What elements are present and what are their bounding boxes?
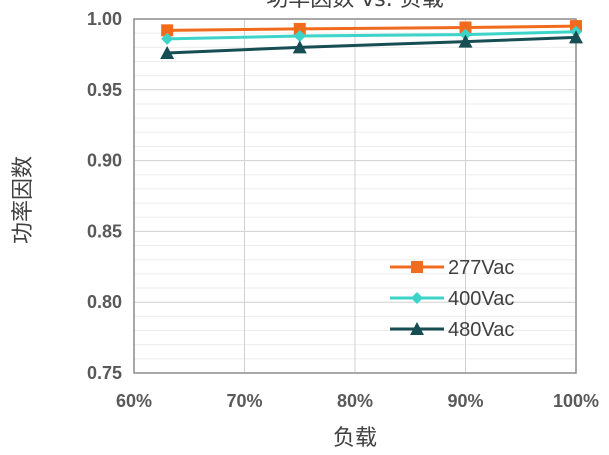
y-tick-label: 0.85: [87, 221, 122, 241]
y-axis-title: 功率因数: [11, 156, 36, 244]
chart-title: 功率因数 vs. 负载: [266, 0, 443, 12]
y-tick-label: 0.80: [87, 292, 122, 312]
x-tick-label: 90%: [447, 391, 483, 411]
x-tick-label: 70%: [226, 391, 262, 411]
legend-marker-277vac: [411, 261, 423, 273]
y-tick-label: 0.90: [87, 151, 122, 171]
y-tick-label: 0.75: [87, 363, 122, 383]
x-tick-label: 100%: [553, 391, 599, 411]
x-axis-title: 负载: [333, 426, 377, 451]
y-tick-label: 1.00: [87, 9, 122, 29]
legend-label-480vac: 480Vac: [448, 319, 514, 341]
y-tick-label: 0.95: [87, 80, 122, 100]
legend-label-277vac: 277Vac: [448, 257, 514, 279]
x-tick-label: 80%: [337, 391, 373, 411]
x-tick-label: 60%: [116, 391, 152, 411]
legend-label-400vac: 400Vac: [448, 288, 514, 310]
